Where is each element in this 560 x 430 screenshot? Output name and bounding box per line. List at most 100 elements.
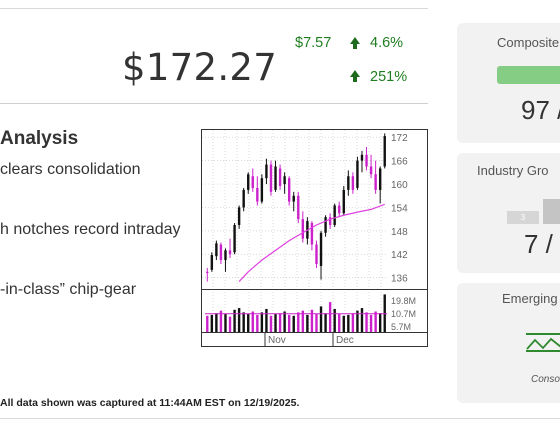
candle-body — [324, 217, 327, 233]
candle-body — [374, 174, 377, 190]
candle-body — [338, 205, 341, 214]
volume-bar — [210, 314, 214, 332]
industry-mini-bar: 3 — [507, 211, 539, 224]
volume-bar — [224, 314, 227, 332]
volume-bar — [206, 315, 209, 332]
volume-bar — [269, 315, 273, 332]
candle-body — [292, 195, 295, 202]
price-tick-label: 166 — [391, 157, 408, 168]
candle-body — [251, 176, 254, 188]
volume-bar — [319, 306, 323, 332]
volume-bar — [369, 314, 373, 332]
volume-bar — [338, 314, 341, 332]
candle-body — [228, 250, 232, 255]
candle-body — [297, 195, 300, 220]
composite-rating-bar — [497, 66, 560, 84]
candle-body — [219, 244, 223, 261]
volume-bar — [333, 308, 336, 332]
candle-body — [215, 243, 218, 257]
candle-body — [265, 164, 268, 179]
volume-bar — [278, 313, 282, 332]
price-tick-label: 160 — [391, 180, 408, 191]
candle-body — [319, 232, 323, 266]
volume-tick-label: 10.7M — [391, 309, 416, 319]
volume-bar — [328, 302, 332, 332]
emerging-pattern-card[interactable] — [457, 283, 560, 403]
candle-body — [247, 174, 250, 190]
analysis-bullet[interactable]: -in-class” chip-gear — [0, 281, 137, 298]
price-tick-label: 154 — [391, 203, 408, 214]
candle-body — [274, 166, 277, 190]
price-tick-label: 148 — [391, 227, 408, 238]
candle-body — [210, 255, 214, 270]
volume-tick-label: 19.8M — [391, 296, 416, 306]
volume-bar — [356, 310, 359, 332]
volume-bar — [301, 310, 305, 332]
candle-body — [383, 136, 386, 167]
candle-body — [369, 166, 373, 175]
volume-bar — [351, 313, 355, 332]
price-tick-label: 136 — [391, 274, 408, 285]
analysis-bullet[interactable]: clears consolidation — [0, 161, 141, 178]
volume-bar — [315, 314, 318, 332]
candle-body — [233, 224, 236, 253]
volume-bar — [287, 314, 291, 332]
volume-bar — [247, 314, 250, 332]
up-arrow-icon — [350, 37, 360, 49]
volume-bar — [342, 315, 345, 332]
candle-body — [206, 271, 209, 273]
emerging-card-title: Emerging — [502, 291, 558, 306]
volume-bar — [347, 314, 350, 332]
analysis-bullet[interactable]: h notches record intraday — [0, 221, 181, 238]
candle-body — [287, 178, 291, 202]
candle-body — [351, 176, 355, 190]
volume-bar — [237, 308, 241, 332]
volume-bar — [383, 294, 386, 332]
ytd-percent: 251% — [370, 69, 408, 85]
industry-card-title: Industry Gro — [477, 163, 549, 178]
change-amount: $7.57 — [295, 35, 332, 51]
volume-bar — [374, 311, 377, 332]
volume-bar — [215, 313, 218, 332]
candle-body — [269, 164, 273, 192]
volume-tick-label: 5.7M — [391, 322, 411, 332]
volume-bar — [310, 309, 314, 332]
candle-body — [237, 207, 241, 225]
volume-bar — [251, 311, 254, 332]
candle-body — [365, 154, 368, 167]
volume-bar — [228, 316, 232, 332]
price-chart[interactable]: 172 166 160 154 148 142 136 19.8M 10.7M 5.7M Nov… — [201, 129, 428, 347]
candle-body — [315, 244, 318, 264]
x-tick-label: Dec — [336, 335, 354, 346]
volume-bar — [233, 309, 236, 332]
candle-body — [360, 154, 364, 161]
volume-bar — [283, 311, 286, 332]
section-divider — [0, 103, 428, 104]
volume-bar — [292, 315, 295, 332]
volume-bar — [365, 312, 368, 332]
candle-body — [242, 189, 245, 208]
candle-body — [260, 178, 264, 202]
top-divider — [0, 8, 428, 9]
volume-bar — [265, 308, 268, 332]
industry-rank-value: 7 / — [524, 229, 553, 259]
volume-bar — [274, 314, 277, 332]
composite-rating-value: 97 / — [521, 95, 560, 125]
candle-body — [283, 176, 286, 185]
volume-bar — [297, 312, 300, 332]
stock-price: $172.27 — [122, 46, 278, 89]
volume-bar — [256, 314, 259, 332]
analysis-heading: Analysis — [0, 128, 79, 149]
candle-body — [347, 176, 350, 190]
candle-body — [342, 189, 345, 214]
candle-body — [356, 160, 359, 188]
moving-average-line — [238, 203, 385, 282]
volume-bar — [260, 312, 264, 332]
candle-body — [224, 250, 227, 261]
up-arrow-icon — [350, 70, 360, 82]
price-tick-label: 172 — [391, 133, 408, 144]
volume-bar — [378, 313, 382, 332]
candle-body — [301, 219, 305, 239]
candle-body — [256, 187, 259, 202]
pattern-chart-icon — [526, 333, 560, 352]
